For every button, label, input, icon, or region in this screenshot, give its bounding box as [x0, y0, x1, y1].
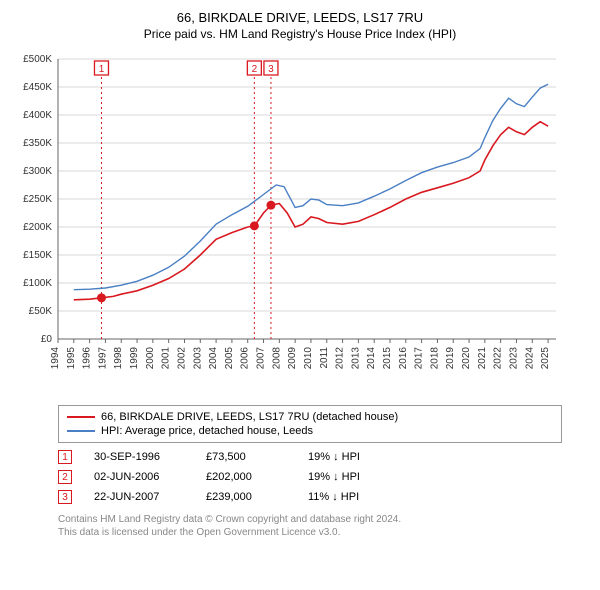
attribution-line: Contains HM Land Registry data © Crown c… — [58, 513, 562, 526]
sale-delta: 19% ↓ HPI — [308, 471, 360, 483]
legend-label: 66, BIRKDALE DRIVE, LEEDS, LS17 7RU (det… — [101, 411, 398, 423]
svg-text:£200K: £200K — [23, 222, 52, 233]
sale-price: £73,500 — [206, 451, 286, 463]
sales-table: 1 30-SEP-1996 £73,500 19% ↓ HPI 2 02-JUN-2006… — [58, 447, 562, 507]
sale-date: 30-SEP-1996 — [94, 451, 184, 463]
svg-text:1999: 1999 — [129, 347, 140, 370]
svg-text:2024: 2024 — [524, 347, 535, 370]
sale-price: £202,000 — [206, 471, 286, 483]
legend-row: 66, BIRKDALE DRIVE, LEEDS, LS17 7RU (det… — [67, 410, 553, 424]
svg-text:2001: 2001 — [161, 347, 172, 370]
svg-text:2017: 2017 — [414, 347, 425, 370]
svg-text:£300K: £300K — [23, 166, 52, 177]
sale-date: 22-JUN-2007 — [94, 491, 184, 503]
svg-text:2025: 2025 — [540, 347, 551, 370]
svg-text:2010: 2010 — [303, 347, 314, 370]
chart-container: £0 £50K £100K £150K £200K £250K £300K £350K £400… — [8, 49, 592, 399]
sale-dot — [250, 221, 259, 230]
sale-delta: 11% ↓ HPI — [308, 491, 359, 503]
svg-text:2004: 2004 — [208, 347, 219, 370]
sale-delta: 19% ↓ HPI — [308, 451, 360, 463]
svg-text:£50K: £50K — [29, 306, 53, 317]
sale-dot — [97, 293, 106, 302]
svg-text:2016: 2016 — [398, 347, 409, 370]
svg-text:2009: 2009 — [287, 347, 298, 370]
svg-text:1998: 1998 — [113, 347, 124, 370]
svg-text:£500K: £500K — [23, 54, 52, 65]
sale-price: £239,000 — [206, 491, 286, 503]
legend: 66, BIRKDALE DRIVE, LEEDS, LS17 7RU (det… — [58, 405, 562, 443]
svg-text:£350K: £350K — [23, 138, 52, 149]
attribution: Contains HM Land Registry data © Crown c… — [58, 513, 562, 539]
svg-text:2003: 2003 — [192, 347, 203, 370]
legend-row: HPI: Average price, detached house, Leed… — [67, 424, 553, 438]
svg-text:£0: £0 — [41, 334, 53, 345]
svg-text:2012: 2012 — [335, 347, 346, 370]
svg-text:2018: 2018 — [429, 347, 440, 370]
svg-text:2015: 2015 — [382, 347, 393, 370]
svg-text:2013: 2013 — [350, 347, 361, 370]
svg-text:2014: 2014 — [366, 347, 377, 370]
svg-text:1997: 1997 — [97, 347, 108, 370]
svg-text:2006: 2006 — [240, 347, 251, 370]
svg-text:1995: 1995 — [66, 347, 77, 370]
legend-swatch — [67, 430, 95, 432]
svg-text:£400K: £400K — [23, 110, 52, 121]
attribution-line: This data is licensed under the Open Gov… — [58, 526, 562, 539]
svg-text:2005: 2005 — [224, 347, 235, 370]
svg-text:2020: 2020 — [461, 347, 472, 370]
svg-text:1: 1 — [99, 64, 105, 75]
svg-text:£450K: £450K — [23, 82, 52, 93]
sale-row: 1 30-SEP-1996 £73,500 19% ↓ HPI — [58, 447, 562, 467]
svg-text:2008: 2008 — [271, 347, 282, 370]
svg-text:2: 2 — [252, 64, 258, 75]
svg-text:2022: 2022 — [493, 347, 504, 370]
svg-text:2007: 2007 — [256, 347, 267, 370]
sale-date: 02-JUN-2006 — [94, 471, 184, 483]
svg-text:£250K: £250K — [23, 194, 52, 205]
sale-row: 3 22-JUN-2007 £239,000 11% ↓ HPI — [58, 487, 562, 507]
svg-text:1994: 1994 — [50, 347, 61, 370]
svg-text:2023: 2023 — [508, 347, 519, 370]
svg-text:£100K: £100K — [23, 278, 52, 289]
legend-swatch — [67, 416, 95, 418]
sale-dot — [266, 201, 275, 210]
sale-marker-box: 3 — [58, 490, 72, 504]
sale-marker-box: 2 — [58, 470, 72, 484]
svg-text:3: 3 — [268, 64, 274, 75]
sale-marker-box: 1 — [58, 450, 72, 464]
page-title: 66, BIRKDALE DRIVE, LEEDS, LS17 7RU — [8, 10, 592, 25]
svg-text:2019: 2019 — [445, 347, 456, 370]
svg-text:£150K: £150K — [23, 250, 52, 261]
svg-text:2000: 2000 — [145, 347, 156, 370]
page-subtitle: Price paid vs. HM Land Registry's House … — [8, 27, 592, 41]
svg-text:2021: 2021 — [477, 347, 488, 370]
legend-label: HPI: Average price, detached house, Leed… — [101, 425, 313, 437]
svg-text:2002: 2002 — [176, 347, 187, 370]
sale-row: 2 02-JUN-2006 £202,000 19% ↓ HPI — [58, 467, 562, 487]
svg-text:2011: 2011 — [319, 347, 330, 369]
svg-text:1996: 1996 — [82, 347, 93, 370]
price-chart: £0 £50K £100K £150K £200K £250K £300K £350K £400… — [8, 49, 568, 394]
